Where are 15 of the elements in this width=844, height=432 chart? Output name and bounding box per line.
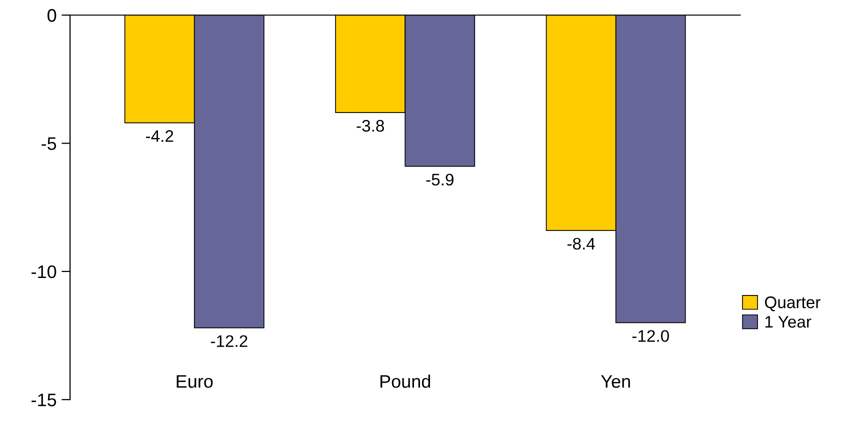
- data-label: -3.8: [356, 120, 384, 132]
- data-label: -5.9: [426, 174, 454, 186]
- data-label: -8.4: [567, 238, 595, 250]
- x-tick-label: Yen: [601, 375, 630, 388]
- data-label: -12.0: [632, 330, 669, 342]
- x-tick-label: Euro: [176, 375, 213, 388]
- x-tick-label: Pound: [380, 374, 430, 388]
- y-tick-label: -10: [32, 265, 56, 278]
- y-tick-label: 0: [48, 9, 56, 22]
- legend-label: Quarter: [764, 296, 820, 312]
- data-label: -4.2: [146, 130, 174, 142]
- data-label: -12.2: [210, 335, 248, 347]
- y-tick-label: -15: [32, 394, 56, 406]
- legend-label: 1 Year: [765, 316, 812, 328]
- y-tick-label: -5: [42, 137, 56, 150]
